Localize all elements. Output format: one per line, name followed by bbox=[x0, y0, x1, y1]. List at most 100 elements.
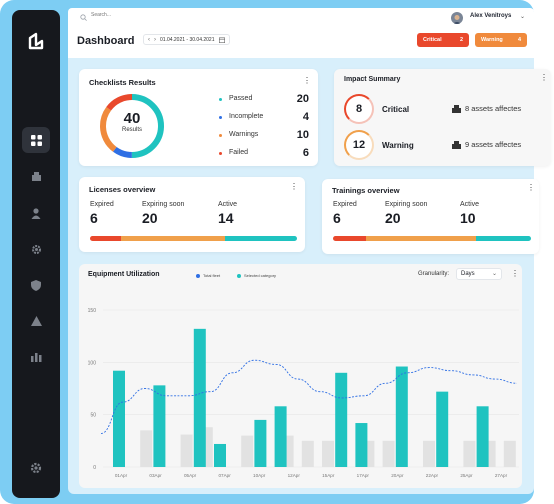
x-tick-label: 03Apr bbox=[149, 473, 162, 478]
checklists-card: Checklists Results ⋮ 40 Results Passed 2… bbox=[79, 69, 318, 166]
more-menu-icon[interactable]: ⋮ bbox=[303, 76, 311, 85]
legend-warnings: Warnings 10 bbox=[219, 129, 309, 144]
bar-total-fleet bbox=[241, 435, 254, 467]
chevron-right-icon[interactable]: › bbox=[154, 36, 156, 43]
calendar-icon[interactable] bbox=[218, 37, 225, 43]
warning-count-ring: 12 bbox=[344, 130, 374, 160]
progress-segment-expiring-soon bbox=[121, 236, 225, 241]
bar-selected-category bbox=[113, 370, 125, 467]
y-tick-label: 0 bbox=[93, 465, 96, 471]
chevron-down-icon[interactable]: ⌄ bbox=[520, 14, 526, 20]
legend-selected-category: Selected category bbox=[237, 273, 276, 278]
legend-total-fleet: Total fleet bbox=[196, 273, 220, 278]
x-tick-label: 01Apr bbox=[115, 473, 128, 478]
assets-icon bbox=[31, 172, 41, 181]
search-input[interactable] bbox=[91, 12, 211, 18]
licenses-card: Licenses overview ⋮ Expired 6 Expiring s… bbox=[79, 177, 305, 252]
avatar[interactable] bbox=[451, 12, 463, 24]
granularity-select[interactable]: Days ⌄ bbox=[456, 268, 502, 280]
settings-cog-icon bbox=[31, 244, 41, 254]
sidebar bbox=[12, 10, 60, 498]
donut-slice-failed bbox=[100, 94, 164, 158]
nav-dashboard[interactable] bbox=[22, 127, 50, 153]
warning-badge[interactable]: Warning 4 bbox=[475, 33, 527, 47]
bar-total-fleet bbox=[423, 440, 435, 467]
nav-maintenance[interactable] bbox=[22, 236, 50, 262]
granularity-label: Granularity: bbox=[418, 271, 450, 277]
legend-dot-total-fleet bbox=[196, 273, 200, 278]
assets-icon bbox=[452, 140, 461, 149]
licenses-expired: Expired 6 bbox=[90, 201, 114, 226]
licenses-expiring-value: 20 bbox=[142, 210, 158, 226]
impact-critical-assets[interactable]: 8 assets affectes bbox=[452, 104, 521, 113]
checklists-title: Checklists Results bbox=[89, 78, 156, 87]
legend-passed: Passed 20 bbox=[219, 93, 309, 108]
nav-assets[interactable] bbox=[22, 164, 50, 190]
nav-settings[interactable] bbox=[22, 455, 50, 481]
legend-incomplete: Incomplete 4 bbox=[219, 111, 309, 126]
legend-dot-selected-category bbox=[237, 273, 241, 278]
bar-total-fleet bbox=[463, 440, 476, 467]
user-icon bbox=[31, 207, 41, 219]
trainings-title: Trainings overview bbox=[332, 186, 400, 195]
trainings-expiring-value: 20 bbox=[385, 210, 401, 226]
bar-total-fleet bbox=[382, 440, 395, 467]
dashboard-grid-icon bbox=[30, 134, 42, 146]
chevron-left-icon[interactable]: ‹ bbox=[148, 36, 150, 43]
nav-security[interactable] bbox=[22, 272, 50, 298]
bar-selected-category bbox=[153, 385, 166, 467]
impact-summary-title: Impact Summary bbox=[344, 76, 401, 83]
legend-dot-incomplete bbox=[219, 116, 222, 119]
shield-icon bbox=[31, 279, 41, 291]
more-menu-icon[interactable]: ⋮ bbox=[290, 182, 298, 191]
bar-total-fleet bbox=[322, 440, 334, 467]
nav-alerts[interactable] bbox=[22, 308, 50, 334]
user-name[interactable]: Alex Venitroys bbox=[470, 13, 512, 19]
impact-critical-label: Critical bbox=[382, 105, 410, 114]
donut-slice-warnings bbox=[100, 94, 164, 158]
more-menu-icon[interactable]: ⋮ bbox=[527, 183, 535, 192]
avatar-image bbox=[452, 15, 462, 24]
trainings-expired-label: Expired bbox=[333, 201, 357, 208]
critical-count-ring: 8 bbox=[344, 94, 374, 124]
licenses-expiring-label: Expiring soon bbox=[142, 201, 185, 208]
nav-reports[interactable] bbox=[22, 344, 50, 370]
legend-dot-failed bbox=[219, 152, 222, 155]
trainings-progress-bar bbox=[333, 236, 531, 241]
x-tick-label: 10Apr bbox=[253, 473, 266, 478]
legend-label-total-fleet: Total fleet bbox=[203, 273, 221, 278]
x-tick-label: 27Apr bbox=[495, 473, 508, 478]
legend-value-warnings: 10 bbox=[296, 129, 309, 141]
donut-chart bbox=[100, 94, 164, 158]
reports-icon bbox=[30, 353, 41, 362]
licenses-title: Licenses overview bbox=[89, 185, 156, 194]
more-menu-icon[interactable]: ⋮ bbox=[511, 269, 519, 278]
trainings-expired: Expired 6 bbox=[333, 201, 357, 226]
equipment-title: Equipment Utilization bbox=[88, 271, 160, 278]
legend-failed: Failed 6 bbox=[219, 147, 309, 162]
legend-label-warnings: Warnings bbox=[229, 131, 259, 138]
impact-critical-assets-text: 8 assets affectes bbox=[465, 104, 522, 113]
alert-icon bbox=[30, 316, 42, 326]
more-menu-icon[interactable]: ⋮ bbox=[540, 73, 548, 82]
x-tick-label: 25Apr bbox=[460, 473, 473, 478]
checklists-total: 40 bbox=[123, 110, 141, 127]
logo-icon[interactable] bbox=[27, 32, 45, 50]
bar-total-fleet bbox=[301, 440, 314, 467]
critical-badge[interactable]: Critical 2 bbox=[417, 33, 469, 47]
trainings-card: Trainings overview ⋮ Expired 6 Expiring … bbox=[322, 179, 539, 254]
x-tick-label: 05Apr bbox=[184, 473, 197, 478]
progress-segment-expired bbox=[90, 236, 122, 241]
impact-warning-assets[interactable]: 9 assets affectes bbox=[452, 140, 521, 149]
bar-total-fleet bbox=[180, 434, 193, 467]
legend-value-incomplete: 4 bbox=[302, 111, 309, 123]
licenses-expired-value: 6 bbox=[90, 210, 98, 226]
progress-segment-active bbox=[475, 236, 531, 241]
x-tick-label: 15Apr bbox=[322, 473, 335, 478]
impact-summary-card: Impact Summary ⋮ 8 Critical 8 assets aff… bbox=[334, 69, 551, 166]
date-range-picker[interactable]: ‹ › 01.04.2021 - 30.04.2021 bbox=[143, 34, 230, 45]
licenses-active: Active 14 bbox=[218, 201, 237, 226]
impact-warning-label: Warning bbox=[382, 141, 414, 150]
y-tick-label: 100 bbox=[88, 360, 97, 366]
nav-users[interactable] bbox=[22, 200, 50, 226]
